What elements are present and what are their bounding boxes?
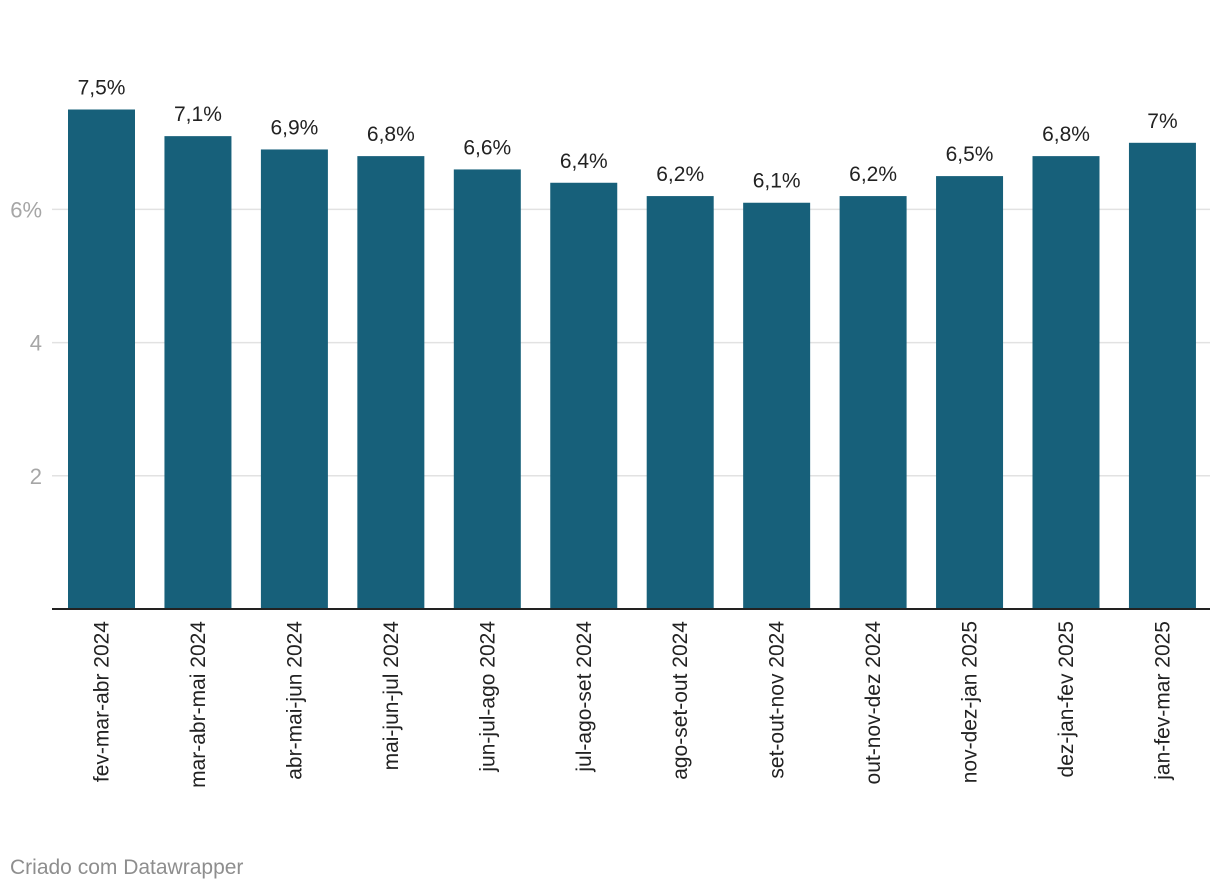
bar bbox=[453, 169, 521, 609]
bar-value-label: 6,4% bbox=[560, 150, 608, 173]
bars bbox=[68, 109, 1196, 610]
x-tick-label: mai-jun-jul 2024 bbox=[380, 621, 403, 771]
bar bbox=[260, 149, 328, 609]
bar bbox=[357, 156, 425, 609]
x-tick-label: jan-fev-mar 2025 bbox=[1151, 621, 1174, 781]
x-tick-label: abr-mai-jun 2024 bbox=[283, 621, 306, 780]
bar bbox=[550, 182, 618, 609]
x-tick-label: fev-mar-abr 2024 bbox=[91, 621, 114, 782]
bar bbox=[164, 136, 232, 609]
bar-chart: 2 4 6% 7,5% 7,1% 6,9% 6,8% 6,6% 6,4% 6,2% 6,1% 6,2… bbox=[10, 77, 1210, 788]
x-tick-label: dez-jan-fev 2025 bbox=[1055, 621, 1078, 777]
x-tick-label: ago-set-out 2024 bbox=[669, 621, 692, 780]
bar bbox=[1128, 142, 1196, 610]
x-tick-label: jul-ago-set 2024 bbox=[573, 621, 596, 773]
bar-value-label: 6,6% bbox=[463, 136, 511, 159]
bar-value-label: 7% bbox=[1147, 110, 1177, 133]
bar bbox=[1032, 156, 1100, 609]
y-tick-label: 4 bbox=[30, 331, 42, 356]
gridlines bbox=[52, 208, 1210, 477]
x-tick-label: mar-abr-mai 2024 bbox=[187, 621, 210, 788]
bar bbox=[936, 176, 1004, 609]
x-tick-label: set-out-nov 2024 bbox=[766, 621, 789, 779]
bar bbox=[743, 202, 811, 610]
bar-value-label: 7,1% bbox=[174, 103, 222, 126]
bar bbox=[839, 196, 907, 609]
y-tick-label: 6% bbox=[10, 197, 42, 222]
y-axis-tick-labels: 2 4 6% bbox=[10, 197, 42, 488]
bar-value-label: 6,9% bbox=[270, 116, 318, 139]
y-tick-label: 2 bbox=[30, 464, 42, 489]
bar-value-label: 6,8% bbox=[367, 123, 415, 146]
x-tick-label: out-nov-dez 2024 bbox=[862, 621, 885, 785]
value-labels: 7,5% 7,1% 6,9% 6,8% 6,6% 6,4% 6,2% 6,1% 6,2% 6,5%… bbox=[78, 77, 1178, 193]
bar-value-label: 6,5% bbox=[946, 143, 994, 166]
bar bbox=[68, 109, 135, 609]
bar-value-label: 6,1% bbox=[753, 170, 801, 193]
x-tick-label: jun-jul-ago 2024 bbox=[476, 621, 499, 773]
credit-text: Criado com Datawrapper bbox=[10, 856, 244, 879]
bar-value-label: 7,5% bbox=[78, 77, 126, 100]
bar-value-label: 6,2% bbox=[656, 163, 704, 186]
bar-value-label: 6,2% bbox=[849, 163, 897, 186]
x-axis-tick-labels: fev-mar-abr 2024 mar-abr-mai 2024 abr-mai-… bbox=[91, 621, 1175, 788]
bar bbox=[646, 196, 714, 609]
x-tick-label: nov-dez-jan 2025 bbox=[959, 621, 982, 783]
bar-value-label: 6,8% bbox=[1042, 123, 1090, 146]
